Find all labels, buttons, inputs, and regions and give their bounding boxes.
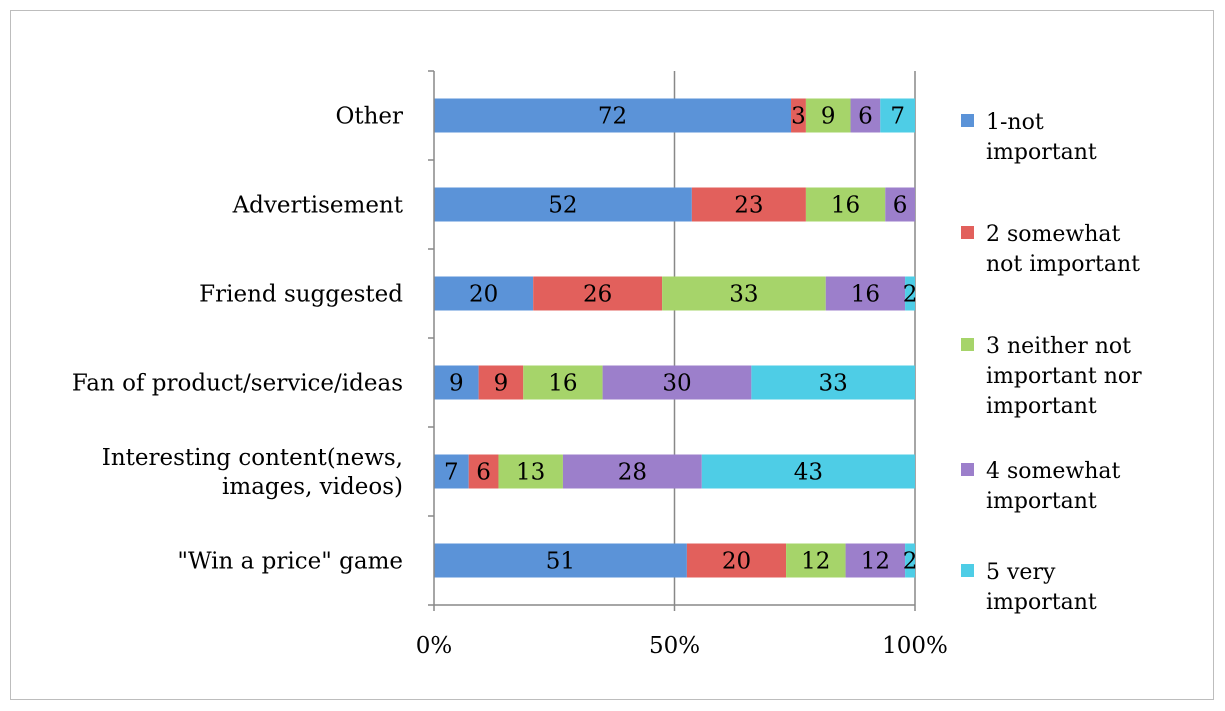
bar-segment xyxy=(805,98,851,133)
bar-data-label: 2 xyxy=(903,282,918,308)
bar-segment xyxy=(905,543,915,578)
bar-segment xyxy=(468,454,499,489)
bar-data-label: 3 xyxy=(791,104,806,130)
legend-label: 1-not xyxy=(986,110,1044,135)
category-label: Friend suggested xyxy=(199,282,403,308)
bar-data-label: 26 xyxy=(583,282,612,308)
legend-label: important xyxy=(986,590,1097,615)
bar-segment xyxy=(805,187,886,222)
axes xyxy=(428,70,916,611)
x-tick-labels: 0% 50% 100% xyxy=(416,633,948,659)
bar-segment xyxy=(434,543,687,578)
bar-data-label: 13 xyxy=(516,460,545,486)
legend-label: 4 somewhat xyxy=(986,459,1121,484)
legend-label: 2 somewhat xyxy=(986,222,1121,247)
bar-segment xyxy=(825,276,906,311)
bar-segment xyxy=(786,543,846,578)
category-labels: Other Advertisement Friend suggested Fan of… xyxy=(72,104,404,575)
bar-data-label: 51 xyxy=(546,549,575,575)
bar-segment xyxy=(434,187,692,222)
legend-label: 3 neither not xyxy=(986,334,1131,359)
bar-data-label: 9 xyxy=(821,104,836,130)
legend-swatch xyxy=(961,338,974,351)
bar-segment xyxy=(434,276,534,311)
category-label: Fan of product/service/ideas xyxy=(72,371,403,397)
bar-data-label: 20 xyxy=(469,282,498,308)
bar-segment xyxy=(751,365,915,400)
bar-segment xyxy=(602,365,752,400)
x-tick-label: 100% xyxy=(882,633,948,659)
legend-label: important xyxy=(986,394,1097,419)
bar-data-label: 72 xyxy=(598,104,627,130)
bar-segment xyxy=(498,454,563,489)
chart-frame: 72 3 9 6 7 52 23 16 6 20 26 33 16 2 9 9 16 30 33 7 6 13 28 43 51… xyxy=(10,10,1214,700)
bar-segment xyxy=(562,454,702,489)
stacked-bar-chart: 72 3 9 6 752 23 16 620 26 33 16 29 9 16 30 337 6 13 28 4351… xyxy=(72,70,1142,659)
bar-data-label: 28 xyxy=(618,460,647,486)
category-label: Advertisement xyxy=(232,193,404,219)
bar-segment xyxy=(845,543,906,578)
legend-label: not important xyxy=(986,252,1140,277)
bar-segment xyxy=(791,98,806,133)
bar-data-label: 52 xyxy=(548,193,577,219)
bar-data-label: 20 xyxy=(722,549,751,575)
bar-data-label: 2 xyxy=(903,549,918,575)
bars: 72 3 9 6 752 23 16 620 26 33 16 29 9 16 30 337 6 13 28 4351… xyxy=(434,98,918,578)
bar-data-label: 12 xyxy=(861,549,890,575)
bar-data-label: 16 xyxy=(548,371,577,397)
legend-swatch xyxy=(961,463,974,476)
bar-segment xyxy=(880,98,915,133)
legend-label: important xyxy=(986,489,1097,514)
legend-swatch xyxy=(961,114,974,127)
bar-segment xyxy=(885,187,915,222)
bar-data-label: 9 xyxy=(494,371,509,397)
legend-label: 5 very xyxy=(986,560,1056,585)
bar-data-label: 7 xyxy=(444,460,459,486)
bar-data-label: 16 xyxy=(831,193,860,219)
x-tick-label: 0% xyxy=(416,633,453,659)
bar-segment xyxy=(662,276,826,311)
category-label: "Win a price" game xyxy=(177,549,403,575)
bar-data-label: 12 xyxy=(801,549,830,575)
bar-segment xyxy=(686,543,787,578)
bar-data-label: 9 xyxy=(449,371,464,397)
category-label: images, videos) xyxy=(222,474,403,500)
category-label: Interesting content(news, xyxy=(102,445,403,471)
bar-data-label: 23 xyxy=(734,193,763,219)
x-tick-label: 50% xyxy=(649,633,700,659)
bar-data-label: 6 xyxy=(476,460,491,486)
bar-segment xyxy=(523,365,603,400)
bar-data-label: 6 xyxy=(858,104,873,130)
legend-label: important nor xyxy=(986,364,1142,389)
bar-data-label: 7 xyxy=(890,104,905,130)
legend-swatch xyxy=(961,564,974,577)
bar-data-label: 43 xyxy=(794,460,823,486)
bar-segment xyxy=(691,187,806,222)
legend: 1-not important 2 somewhat not important 3 n… xyxy=(961,110,1142,615)
bar-segment xyxy=(434,454,469,489)
category-label: Other xyxy=(335,104,403,130)
legend-swatch xyxy=(961,226,974,239)
bar-data-label: 33 xyxy=(819,371,848,397)
bar-segment xyxy=(478,365,524,400)
bar-segment xyxy=(533,276,663,311)
bar-data-label: 33 xyxy=(729,282,758,308)
bar-segment xyxy=(434,98,792,133)
bar-data-label: 16 xyxy=(851,282,880,308)
bar-segment xyxy=(905,276,915,311)
bar-segment xyxy=(434,365,479,400)
bar-segment xyxy=(701,454,915,489)
bar-segment xyxy=(850,98,881,133)
gridlines xyxy=(673,71,916,605)
bar-data-label: 30 xyxy=(662,371,691,397)
bar-data-label: 6 xyxy=(893,193,908,219)
legend-label: important xyxy=(986,140,1097,165)
